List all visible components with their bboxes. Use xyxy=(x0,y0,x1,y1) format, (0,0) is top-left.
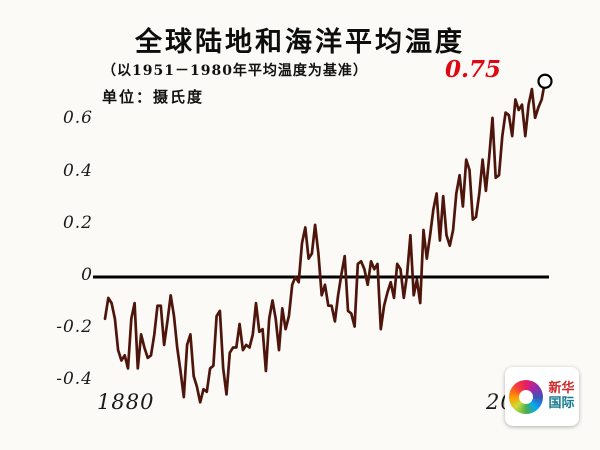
chart-subtitle: （以1951－1980年平均温度为基准） xyxy=(102,63,368,79)
xinhua-logo-text: 新华 国际 xyxy=(548,381,575,411)
endpoint-value-label: 0.75 xyxy=(445,56,502,83)
temperature-series-line xyxy=(103,79,547,404)
xinhua-logo: 新华 国际 xyxy=(505,367,579,426)
chart-title: 全球陆地和海洋平均温度 xyxy=(135,27,465,58)
y-axis-tick-label: 0.4 xyxy=(62,160,93,181)
xinhua-logo-line2: 国际 xyxy=(548,395,575,411)
y-axis-tick-label: -0.2 xyxy=(56,317,93,338)
xinhua-logo-line1: 新华 xyxy=(548,381,575,397)
y-axis-tick-label: 0.2 xyxy=(62,212,93,233)
unit-label: 单位：摄氏度 xyxy=(102,88,205,106)
xinhua-swirl-icon xyxy=(509,379,544,414)
y-axis-tick-label: 0.6 xyxy=(62,108,93,129)
y-axis-tick-label: -0.4 xyxy=(56,369,93,390)
x-axis-tick-start: 1880 xyxy=(97,390,155,414)
endpoint-marker xyxy=(537,73,553,89)
y-axis-tick-label: 0 xyxy=(81,265,93,285)
